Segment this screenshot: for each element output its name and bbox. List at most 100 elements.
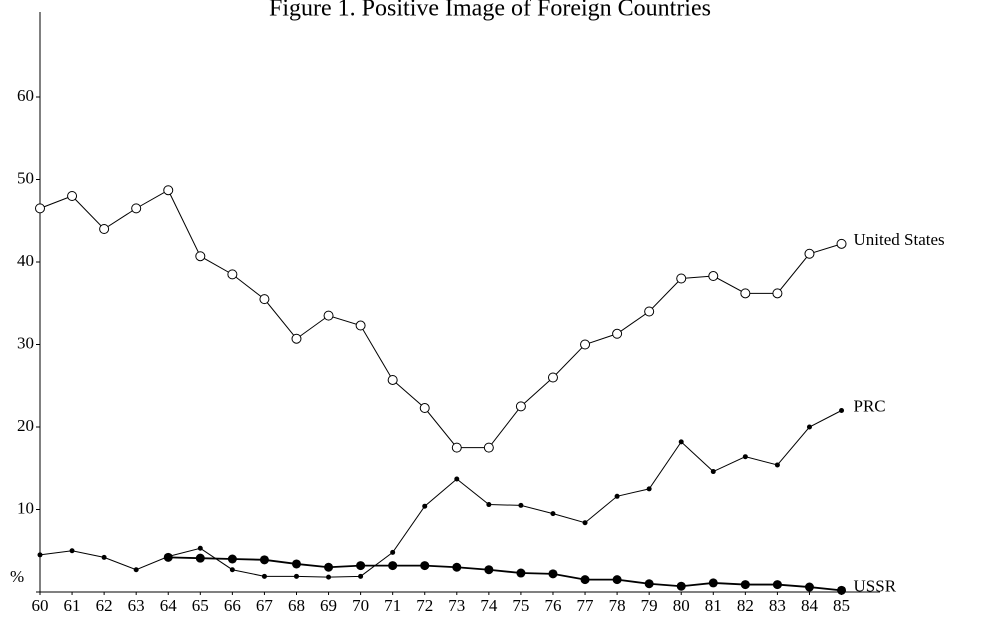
- data-point: [806, 424, 812, 430]
- data-point: [804, 248, 815, 259]
- data-point: [484, 565, 494, 575]
- x-tick-label: 76: [544, 596, 561, 615]
- data-point: [742, 454, 748, 460]
- y-tick-label: 40: [17, 251, 34, 270]
- x-tick-label: 74: [480, 596, 498, 615]
- data-point: [259, 294, 270, 305]
- data-point: [580, 575, 590, 585]
- data-point: [804, 582, 814, 592]
- data-point: [454, 476, 460, 482]
- x-tick-label: 60: [32, 596, 49, 615]
- series-line: [39, 189, 842, 449]
- x-tick-label: 69: [320, 596, 337, 615]
- x-tick-label: 77: [577, 596, 595, 615]
- data-point: [612, 575, 622, 585]
- data-point: [582, 520, 588, 526]
- data-point: [644, 306, 655, 317]
- x-tick-label: 83: [769, 596, 786, 615]
- series-label: PRC: [854, 396, 886, 415]
- data-point: [486, 502, 492, 508]
- data-point: [740, 580, 750, 590]
- series-line: [39, 410, 842, 578]
- x-tick-label: 84: [801, 596, 819, 615]
- data-point: [836, 238, 847, 249]
- y-tick-label: 30: [17, 333, 34, 352]
- data-point: [837, 585, 847, 595]
- data-point: [227, 554, 237, 564]
- data-point: [580, 339, 591, 350]
- chart-title: Figure 1. Positive Image of Foreign Coun…: [269, 0, 711, 22]
- data-point: [708, 578, 718, 588]
- data-point: [518, 502, 524, 508]
- data-point: [291, 559, 301, 569]
- x-tick-label: 62: [96, 596, 113, 615]
- data-point: [710, 469, 716, 475]
- data-point: [291, 333, 302, 344]
- data-point: [614, 493, 620, 499]
- data-point: [35, 203, 45, 214]
- data-point: [358, 573, 364, 579]
- x-tick-label: 82: [737, 596, 754, 615]
- data-point: [452, 562, 462, 572]
- data-point: [131, 203, 142, 214]
- data-point: [772, 580, 782, 590]
- data-point: [483, 442, 494, 453]
- x-tick-label: 75: [512, 596, 529, 615]
- y-tick-label: %: [10, 567, 24, 586]
- y-tick-label: 20: [17, 416, 34, 435]
- data-point: [676, 273, 687, 284]
- data-point: [419, 403, 430, 414]
- data-point: [547, 372, 558, 383]
- x-tick-label: 66: [224, 596, 241, 615]
- data-point: [227, 269, 238, 280]
- x-tick-label: 72: [416, 596, 433, 615]
- series-label: United States: [854, 230, 945, 249]
- data-point: [259, 555, 269, 565]
- data-point: [163, 185, 174, 196]
- series-label: USSR: [854, 576, 897, 595]
- y-tick-label: 50: [17, 168, 34, 187]
- data-point: [678, 439, 684, 445]
- data-point: [195, 251, 206, 262]
- x-tick-label: 65: [192, 596, 209, 615]
- y-tick-label: 60: [17, 86, 34, 105]
- data-point: [99, 224, 110, 234]
- x-tick-label: 85: [833, 596, 850, 615]
- data-point: [708, 271, 719, 282]
- data-point: [323, 310, 334, 321]
- data-point: [548, 569, 558, 579]
- data-point: [676, 581, 686, 591]
- data-point: [355, 320, 366, 331]
- data-point: [326, 574, 332, 580]
- data-point: [356, 561, 366, 571]
- data-point: [646, 486, 652, 492]
- data-point: [37, 552, 43, 558]
- x-tick-label: 68: [288, 596, 305, 615]
- data-point: [451, 442, 462, 453]
- data-point: [774, 462, 780, 468]
- data-point: [420, 561, 430, 571]
- x-tick-label: 79: [641, 596, 658, 615]
- data-point: [261, 573, 267, 579]
- x-tick-label: 73: [448, 596, 465, 615]
- data-point: [229, 567, 235, 573]
- x-tick-label: 81: [705, 596, 722, 615]
- data-point: [388, 561, 398, 571]
- x-tick-label: 63: [128, 596, 145, 615]
- data-point: [101, 554, 107, 560]
- series-line: [168, 556, 842, 592]
- x-tick-label: 64: [160, 596, 178, 615]
- data-point: [839, 408, 845, 413]
- data-point: [133, 567, 139, 573]
- y-tick-label: 10: [17, 498, 34, 517]
- data-point: [516, 568, 526, 578]
- data-point: [515, 401, 526, 412]
- data-point: [612, 328, 623, 339]
- data-point: [67, 191, 78, 201]
- data-point: [422, 503, 428, 509]
- data-point: [644, 579, 654, 589]
- data-point: [197, 545, 203, 551]
- x-tick-label: 78: [609, 596, 626, 615]
